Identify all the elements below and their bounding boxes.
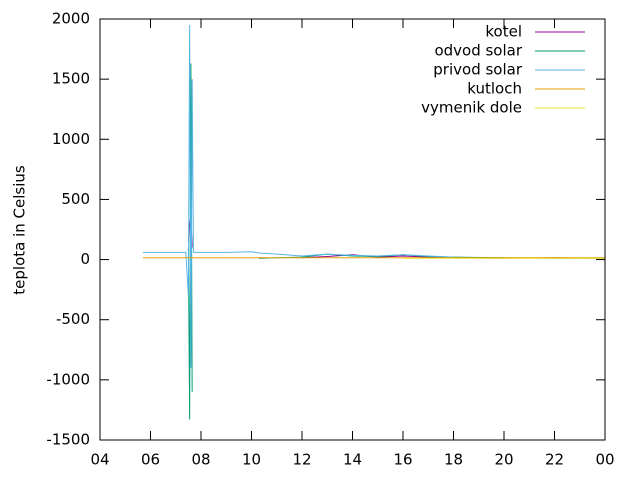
legend-label: kutloch — [467, 80, 522, 98]
y-tick-label: 0 — [80, 250, 90, 268]
y-tick-label: 1000 — [52, 130, 90, 148]
x-tick-label: 22 — [545, 451, 564, 469]
y-tick-label: 1500 — [52, 70, 90, 88]
x-tick-label: 00 — [595, 451, 614, 469]
legend-label: privod solar — [433, 61, 523, 79]
legend-label: vymenik dole — [421, 99, 522, 117]
x-tick-label: 14 — [343, 451, 362, 469]
y-tick-label: 2000 — [52, 10, 90, 28]
y-tick-label: -1000 — [46, 370, 90, 388]
plot-frame — [99, 18, 606, 441]
x-tick-label: 10 — [242, 451, 261, 469]
series-line — [142, 25, 454, 368]
x-tick-label: 06 — [141, 451, 160, 469]
legend-label: odvod solar — [434, 42, 522, 60]
series-line — [187, 63, 605, 420]
x-tick-label: 12 — [292, 451, 311, 469]
y-tick-label: -1500 — [46, 431, 90, 449]
legend-label: kotel — [485, 23, 522, 41]
y-axis-label: teplota in Celsius — [11, 165, 29, 295]
x-tick-label: 08 — [191, 451, 210, 469]
y-tick-label: -500 — [56, 310, 90, 328]
x-tick-label: 04 — [90, 451, 109, 469]
x-tick-label: 18 — [444, 451, 463, 469]
x-tick-label: 16 — [393, 451, 412, 469]
y-tick-label: 500 — [61, 190, 90, 208]
x-tick-label: 20 — [494, 451, 513, 469]
